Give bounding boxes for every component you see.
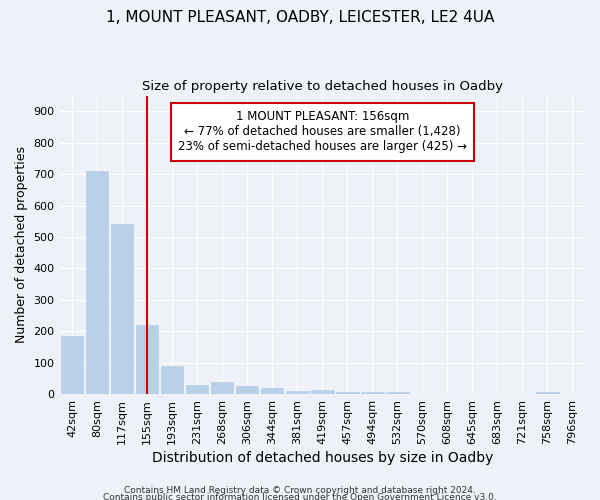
Bar — [536, 392, 559, 394]
X-axis label: Distribution of detached houses by size in Oadby: Distribution of detached houses by size … — [152, 451, 493, 465]
Bar — [336, 392, 359, 394]
Bar — [261, 388, 283, 394]
Title: Size of property relative to detached houses in Oadby: Size of property relative to detached ho… — [142, 80, 503, 93]
Y-axis label: Number of detached properties: Number of detached properties — [15, 146, 28, 344]
Bar — [311, 390, 334, 394]
Bar — [86, 171, 109, 394]
Text: Contains HM Land Registry data © Crown copyright and database right 2024.: Contains HM Land Registry data © Crown c… — [124, 486, 476, 495]
Bar — [161, 366, 184, 394]
Bar — [286, 391, 308, 394]
Bar — [61, 336, 83, 394]
Bar — [236, 386, 259, 394]
Bar — [361, 392, 383, 394]
Text: 1 MOUNT PLEASANT: 156sqm
← 77% of detached houses are smaller (1,428)
23% of sem: 1 MOUNT PLEASANT: 156sqm ← 77% of detach… — [178, 110, 467, 154]
Text: Contains public sector information licensed under the Open Government Licence v3: Contains public sector information licen… — [103, 494, 497, 500]
Bar — [111, 224, 133, 394]
Bar — [386, 392, 409, 394]
Bar — [211, 382, 233, 394]
Bar — [136, 325, 158, 394]
Text: 1, MOUNT PLEASANT, OADBY, LEICESTER, LE2 4UA: 1, MOUNT PLEASANT, OADBY, LEICESTER, LE2… — [106, 10, 494, 25]
Bar — [186, 384, 208, 394]
